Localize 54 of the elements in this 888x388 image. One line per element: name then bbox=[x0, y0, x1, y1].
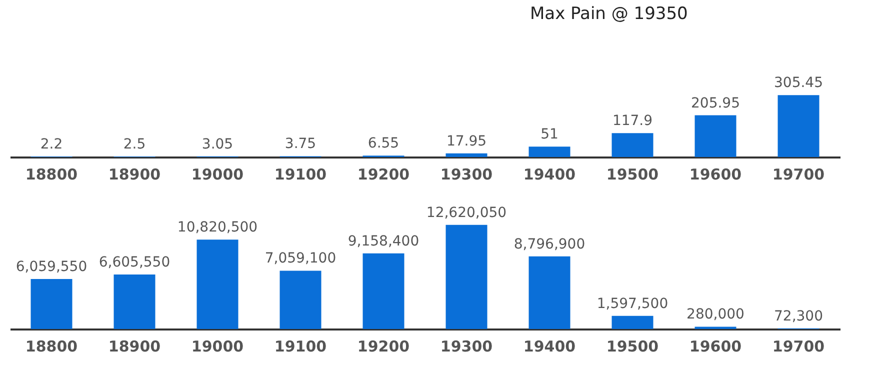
x-tick-label: 19300 bbox=[440, 338, 493, 356]
data-label: 6.55 bbox=[368, 136, 400, 152]
bar bbox=[694, 115, 736, 157]
x-tick-label: 19600 bbox=[689, 166, 742, 184]
chart-title: Max Pain @ 19350 bbox=[530, 4, 688, 24]
x-tick-label: 19000 bbox=[191, 338, 244, 356]
data-label: 3.05 bbox=[202, 136, 234, 152]
data-label: 117.9 bbox=[612, 113, 653, 130]
x-tick-label: 19000 bbox=[191, 166, 244, 184]
data-label: 2.2 bbox=[40, 136, 63, 153]
bar bbox=[612, 316, 654, 329]
data-label: 1,597,500 bbox=[596, 296, 668, 312]
bar bbox=[362, 253, 404, 329]
x-tick-label: 19700 bbox=[772, 338, 825, 356]
bar bbox=[612, 133, 654, 157]
data-label: 6,605,550 bbox=[98, 254, 170, 270]
x-tick-label: 19400 bbox=[523, 166, 576, 184]
bar bbox=[446, 153, 488, 157]
data-label: 8,796,900 bbox=[514, 236, 586, 252]
x-tick-label: 19600 bbox=[689, 338, 742, 356]
x-tick-label: 19400 bbox=[523, 338, 576, 356]
data-label: 9,158,400 bbox=[348, 233, 420, 250]
x-tick-label: 19700 bbox=[772, 166, 825, 184]
data-label: 205.95 bbox=[691, 95, 740, 112]
bar bbox=[280, 270, 322, 329]
x-tick-label: 18800 bbox=[25, 338, 78, 356]
bar bbox=[196, 240, 238, 329]
x-tick-label: 18900 bbox=[108, 338, 161, 356]
data-label: 10,820,500 bbox=[177, 220, 258, 236]
data-label: 12,620,050 bbox=[426, 204, 507, 221]
bar bbox=[114, 274, 156, 329]
x-tick-label: 19100 bbox=[274, 166, 327, 184]
x-tick-label: 19200 bbox=[357, 338, 410, 356]
data-label: 280,000 bbox=[686, 306, 744, 323]
x-tick-label: 18900 bbox=[108, 166, 161, 184]
x-tick-label: 19300 bbox=[440, 166, 493, 184]
x-tick-label: 19500 bbox=[606, 338, 659, 356]
x-tick-label: 18800 bbox=[25, 166, 78, 184]
data-label: 6,059,550 bbox=[16, 258, 88, 275]
data-label: 7,059,100 bbox=[264, 250, 336, 267]
x-tick-label: 19200 bbox=[357, 166, 410, 184]
bar bbox=[528, 146, 570, 157]
x-tick-label: 19500 bbox=[606, 166, 659, 184]
x-tick-label: 19100 bbox=[274, 338, 327, 356]
bar bbox=[30, 278, 72, 329]
data-label: 72,300 bbox=[774, 308, 823, 324]
bar bbox=[778, 95, 820, 157]
data-label: 2.5 bbox=[123, 136, 146, 152]
data-label: 305.45 bbox=[774, 75, 823, 92]
data-label: 51 bbox=[540, 126, 558, 143]
data-label: 17.95 bbox=[446, 133, 487, 150]
bar bbox=[528, 256, 570, 329]
data-label: 3.75 bbox=[284, 136, 316, 152]
bar bbox=[446, 224, 488, 329]
